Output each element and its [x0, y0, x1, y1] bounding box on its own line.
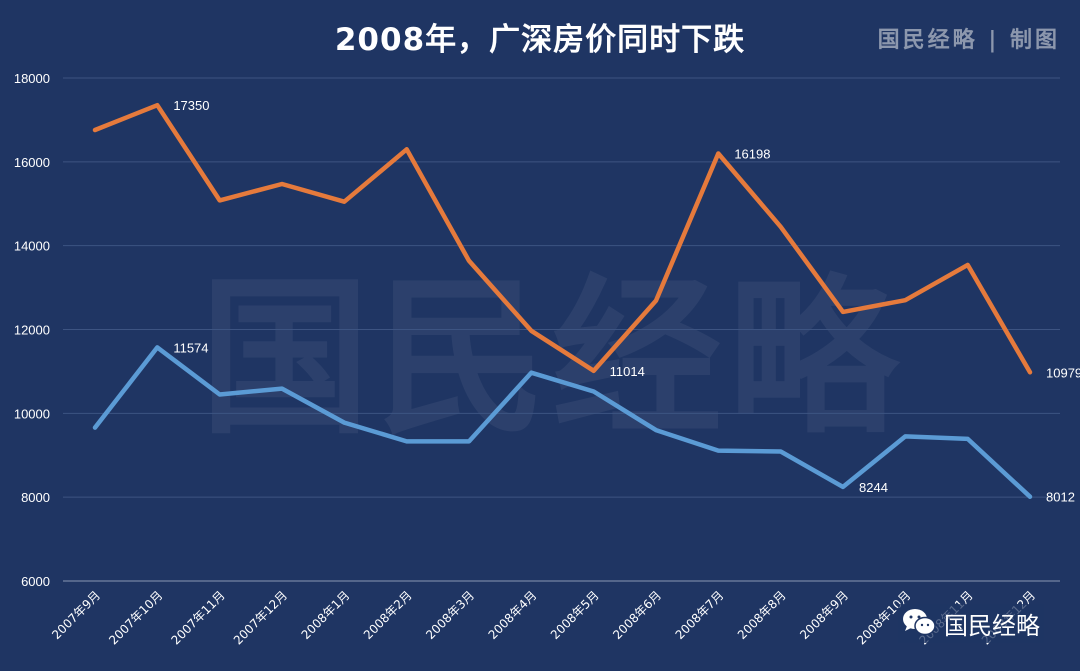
y-tick-label: 6000 [21, 574, 50, 589]
x-tick-label: 2008年2月 [361, 588, 415, 642]
data-label: 11014 [610, 364, 645, 379]
x-tick-label: 2008年4月 [486, 588, 540, 642]
y-axis-labels: 6000 8000 10000 12000 14000 16000 18000 [14, 71, 50, 589]
series-line-0 [92, 102, 1033, 375]
x-tick-label: 2008年7月 [673, 588, 727, 642]
data-label: 16198 [734, 147, 770, 162]
gridlines [63, 77, 1060, 582]
x-tick-label: 2008年8月 [735, 588, 789, 642]
x-tick-label: 2008年6月 [610, 588, 664, 642]
brand-mark: 国民经略 | 制图 [877, 27, 1060, 53]
footer-text: 国民经略 [944, 612, 1040, 640]
y-tick-label: 16000 [14, 155, 50, 170]
x-tick-label: 2008年5月 [548, 588, 602, 642]
series-lines [92, 102, 1033, 499]
data-label: 10979 [1046, 365, 1080, 380]
y-tick-label: 8000 [21, 490, 50, 505]
data-label: 17350 [173, 98, 209, 113]
y-tick-label: 14000 [14, 239, 50, 254]
series-line-1 [92, 345, 1033, 499]
x-tick-label: 2008年9月 [797, 588, 851, 642]
watermark: 国民经略 [200, 258, 905, 458]
data-label: 11574 [173, 340, 208, 355]
data-label: 8244 [859, 480, 888, 495]
x-tick-label: 2007年11月 [169, 588, 228, 647]
x-tick-label: 2007年10月 [106, 588, 165, 647]
y-tick-label: 10000 [14, 406, 50, 421]
x-axis-labels: 2007年9月 2007年10月 2007年11月 2007年12月 2008年1月 20… [49, 588, 1038, 647]
x-tick-label: 2008年1月 [299, 588, 353, 642]
x-tick-label: 2007年9月 [49, 588, 103, 642]
x-tick-label: 2008年3月 [423, 588, 477, 642]
wechat-icon [902, 607, 936, 641]
x-tick-label: 2007年12月 [231, 588, 290, 647]
data-label: 8012 [1046, 490, 1075, 505]
y-tick-label: 12000 [14, 323, 50, 338]
footer-brand: 国民经略 [898, 604, 1044, 643]
y-tick-label: 18000 [14, 71, 50, 86]
chart-title: 2008年，广深房价同时下跌 [334, 22, 746, 58]
data-labels: 17350 11014 16198 10979 11574 8244 8012 [173, 98, 1080, 504]
